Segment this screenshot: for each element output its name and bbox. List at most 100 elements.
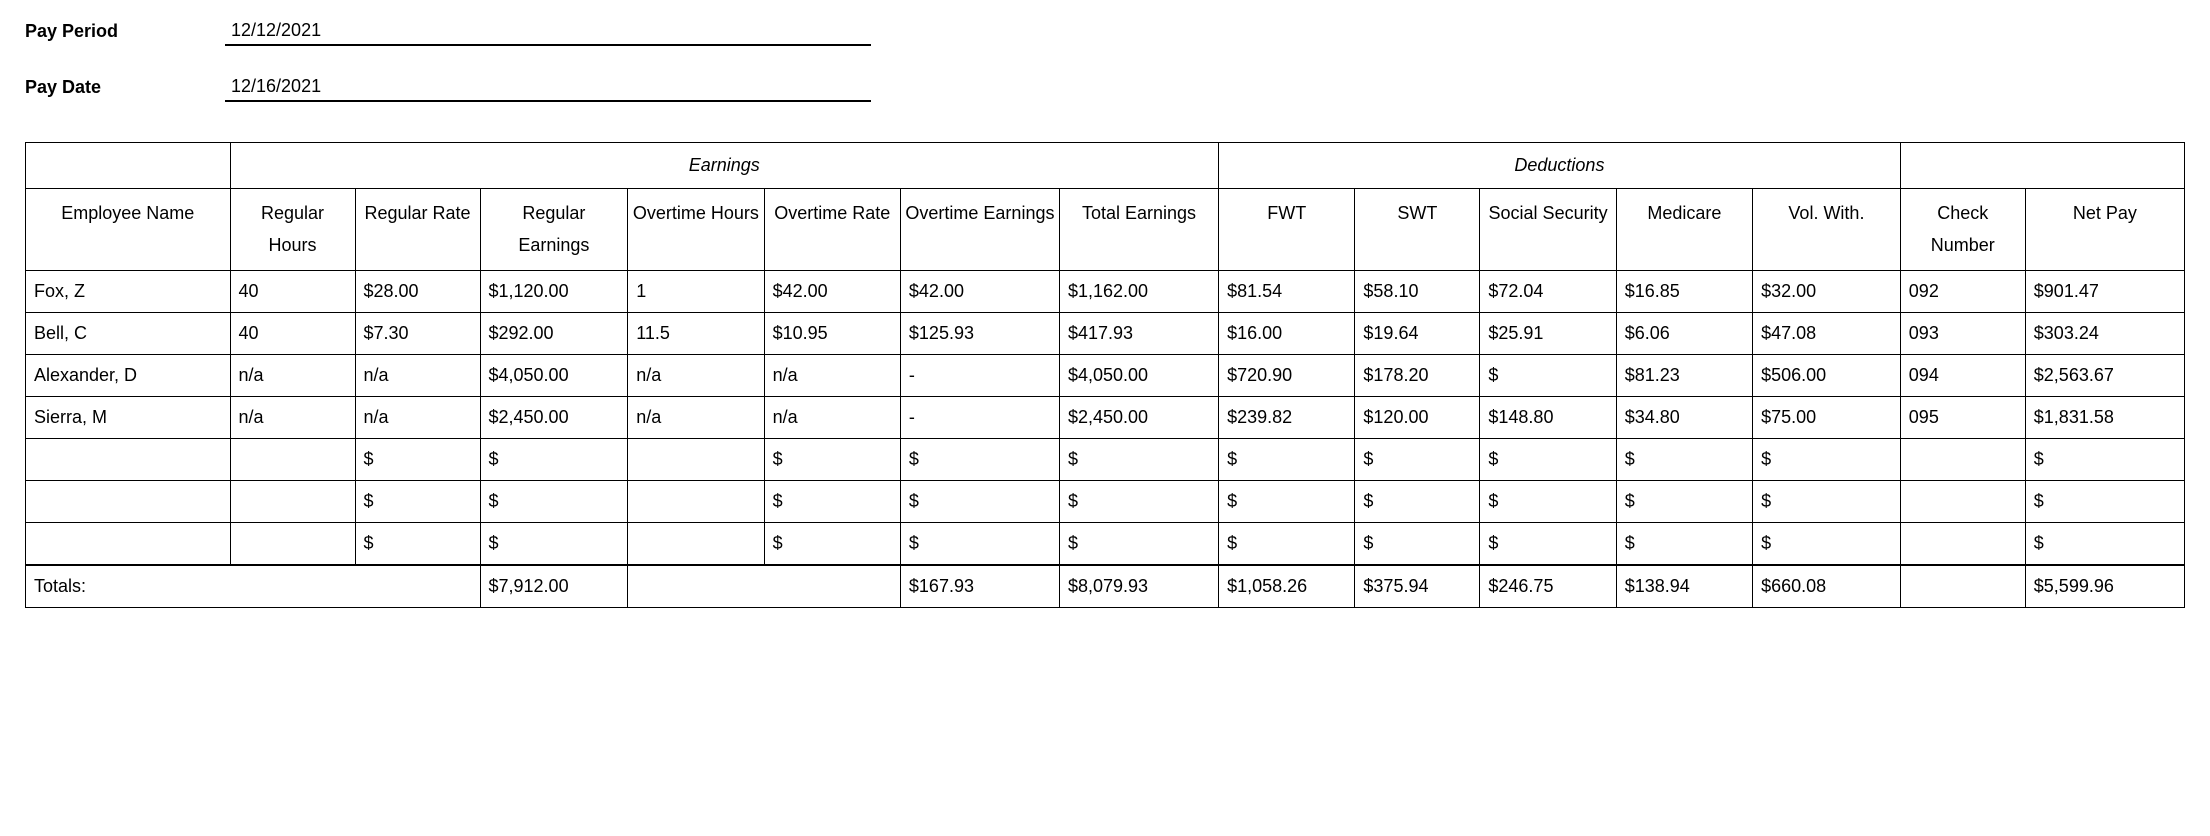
payroll-table-wrapper: Earnings Deductions Employee Name Regula… [25, 142, 2185, 608]
cell-reg_earn: $ [480, 522, 628, 565]
cell-reg_hours: n/a [230, 354, 355, 396]
column-header-row: Employee Name Regular Hours Regular Rate… [26, 189, 2185, 271]
group-header-deductions: Deductions [1219, 143, 1901, 189]
cell-net: $1,831.58 [2025, 396, 2184, 438]
cell-medicare: $ [1616, 438, 1752, 480]
cell-ot_rate: n/a [764, 396, 900, 438]
pay-period-value: 12/12/2021 [225, 20, 871, 46]
col-reg-earn: Regular Earnings [480, 189, 628, 271]
cell-net: $ [2025, 438, 2184, 480]
cell-reg_earn: $292.00 [480, 312, 628, 354]
cell-ot_earn: $ [900, 438, 1059, 480]
cell-ss: $ [1480, 480, 1616, 522]
cell-fwt: $81.54 [1219, 270, 1355, 312]
cell-reg_earn: $4,050.00 [480, 354, 628, 396]
totals-swt: $375.94 [1355, 565, 1480, 608]
cell-tot_earn: $ [1059, 522, 1218, 565]
cell-ot_rate: $ [764, 522, 900, 565]
cell-medicare: $16.85 [1616, 270, 1752, 312]
totals-reg-earn: $7,912.00 [480, 565, 628, 608]
cell-reg_earn: $ [480, 438, 628, 480]
table-row: $$$$$$$$$$$ [26, 522, 2185, 565]
cell-reg_rate: $ [355, 480, 480, 522]
cell-swt: $ [1355, 438, 1480, 480]
table-row: Bell, C40$7.30$292.0011.5$10.95$125.93$4… [26, 312, 2185, 354]
group-header-row: Earnings Deductions [26, 143, 2185, 189]
cell-ss: $ [1480, 438, 1616, 480]
cell-swt: $19.64 [1355, 312, 1480, 354]
table-row: Alexander, Dn/an/a$4,050.00n/an/a-$4,050… [26, 354, 2185, 396]
pay-period-row: Pay Period 12/12/2021 [25, 20, 2185, 46]
cell-reg_rate: $ [355, 438, 480, 480]
cell-name: Fox, Z [26, 270, 231, 312]
cell-vol: $ [1753, 522, 1901, 565]
cell-vol: $47.08 [1753, 312, 1901, 354]
cell-reg_earn: $2,450.00 [480, 396, 628, 438]
cell-swt: $120.00 [1355, 396, 1480, 438]
cell-ot_earn: $42.00 [900, 270, 1059, 312]
cell-ot_earn: $ [900, 522, 1059, 565]
table-row: Sierra, Mn/an/a$2,450.00n/an/a-$2,450.00… [26, 396, 2185, 438]
cell-ot_rate: $ [764, 480, 900, 522]
cell-reg_earn: $ [480, 480, 628, 522]
totals-label: Totals: [26, 565, 481, 608]
cell-medicare: $ [1616, 522, 1752, 565]
col-tot-earn: Total Earnings [1059, 189, 1218, 271]
cell-tot_earn: $2,450.00 [1059, 396, 1218, 438]
cell-fwt: $720.90 [1219, 354, 1355, 396]
cell-ot_rate: $10.95 [764, 312, 900, 354]
table-row: $$$$$$$$$$$ [26, 480, 2185, 522]
cell-swt: $58.10 [1355, 270, 1480, 312]
totals-ot-earn: $167.93 [900, 565, 1059, 608]
col-vol: Vol. With. [1753, 189, 1901, 271]
totals-check-blank [1900, 565, 2025, 608]
cell-ot_hours [628, 438, 764, 480]
cell-check [1900, 480, 2025, 522]
col-fwt: FWT [1219, 189, 1355, 271]
cell-swt: $ [1355, 522, 1480, 565]
cell-name [26, 522, 231, 565]
cell-ss: $ [1480, 354, 1616, 396]
cell-reg_hours [230, 522, 355, 565]
cell-check: 095 [1900, 396, 2025, 438]
cell-ot_hours: 1 [628, 270, 764, 312]
totals-fwt: $1,058.26 [1219, 565, 1355, 608]
cell-vol: $75.00 [1753, 396, 1901, 438]
cell-reg_hours [230, 480, 355, 522]
col-ss: Social Security [1480, 189, 1616, 271]
payroll-table: Earnings Deductions Employee Name Regula… [25, 142, 2185, 608]
cell-ot_rate: n/a [764, 354, 900, 396]
cell-fwt: $ [1219, 438, 1355, 480]
cell-ot_hours: n/a [628, 354, 764, 396]
cell-medicare: $34.80 [1616, 396, 1752, 438]
col-reg-hours: Regular Hours [230, 189, 355, 271]
totals-tot-earn: $8,079.93 [1059, 565, 1218, 608]
cell-net: $ [2025, 480, 2184, 522]
cell-tot_earn: $1,162.00 [1059, 270, 1218, 312]
cell-medicare: $6.06 [1616, 312, 1752, 354]
col-check: Check Number [1900, 189, 2025, 271]
cell-reg_hours: 40 [230, 270, 355, 312]
pay-date-row: Pay Date 12/16/2021 [25, 76, 2185, 102]
col-reg-rate: Regular Rate [355, 189, 480, 271]
cell-vol: $506.00 [1753, 354, 1901, 396]
cell-ot_hours [628, 480, 764, 522]
cell-swt: $ [1355, 480, 1480, 522]
cell-reg_hours: n/a [230, 396, 355, 438]
cell-ot_earn: $ [900, 480, 1059, 522]
cell-ot_hours: 11.5 [628, 312, 764, 354]
col-name: Employee Name [26, 189, 231, 271]
cell-swt: $178.20 [1355, 354, 1480, 396]
col-ot-rate: Overtime Rate [764, 189, 900, 271]
cell-check [1900, 438, 2025, 480]
col-swt: SWT [1355, 189, 1480, 271]
pay-period-label: Pay Period [25, 21, 225, 46]
table-row: $$$$$$$$$$$ [26, 438, 2185, 480]
cell-check: 094 [1900, 354, 2025, 396]
pay-date-value: 12/16/2021 [225, 76, 871, 102]
cell-fwt: $ [1219, 480, 1355, 522]
cell-net: $901.47 [2025, 270, 2184, 312]
cell-medicare: $ [1616, 480, 1752, 522]
cell-tot_earn: $ [1059, 480, 1218, 522]
cell-net: $ [2025, 522, 2184, 565]
